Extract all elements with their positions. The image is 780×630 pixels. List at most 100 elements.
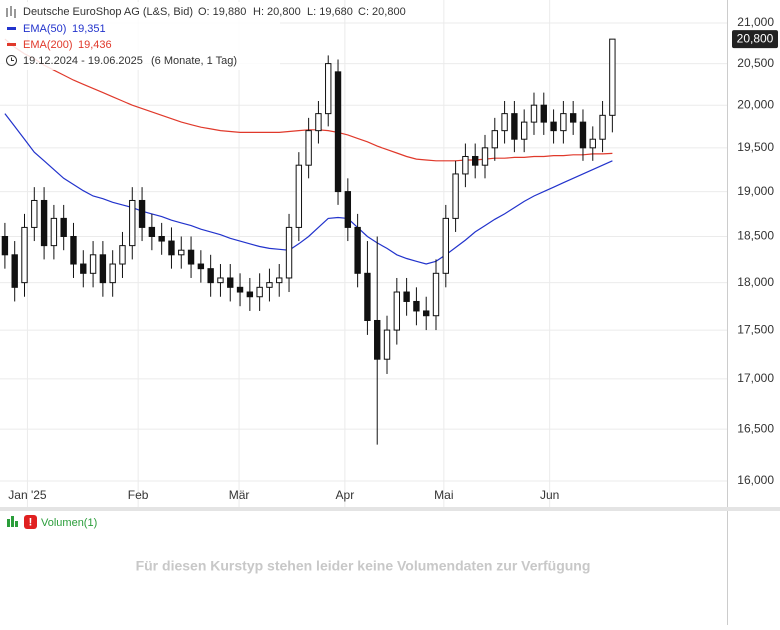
- candle-body: [560, 113, 567, 132]
- candle-body: [403, 291, 410, 302]
- legend: Deutsche EuroShop AG (L&S, Bid) O: 19,88…: [0, 2, 406, 70]
- x-tick-label: Mai: [434, 488, 453, 502]
- candle-body: [305, 130, 312, 166]
- y-tick-label: 17,500: [737, 322, 774, 336]
- clock-icon: [6, 55, 17, 66]
- candle-body: [285, 226, 293, 279]
- ohlc-label: C: 20,800: [358, 6, 406, 18]
- clock-hand: [11, 57, 14, 61]
- candle-body: [325, 63, 332, 115]
- candle-body: [60, 217, 67, 237]
- y-tick-label: 19,500: [737, 140, 774, 154]
- candle-body: [579, 121, 587, 149]
- candle-body: [187, 249, 195, 265]
- candle-body: [550, 121, 557, 132]
- candle-body: [227, 277, 234, 288]
- x-tick-label: Mär: [229, 488, 250, 502]
- warning-mark: !: [29, 516, 33, 528]
- candle-body: [207, 268, 214, 284]
- y-tick-label: 20,000: [737, 97, 774, 111]
- volume-panel: ! Volumen(1) Für diesen Kurstyp stehen l…: [7, 515, 590, 574]
- candle-body: [21, 226, 28, 284]
- legend-swatch: [7, 27, 16, 30]
- candle-body: [344, 191, 352, 228]
- candle-body: [609, 38, 616, 116]
- instrument: Deutsche EuroShop AG (L&S, Bid): [23, 6, 193, 18]
- ohlc-label: H: 20,800: [253, 6, 301, 18]
- candle-body: [599, 114, 606, 140]
- legend-value: 19,351: [72, 23, 106, 35]
- volume-icon: [7, 519, 10, 527]
- candles: [1, 38, 616, 445]
- x-tick-label: Feb: [128, 488, 149, 502]
- panel-separator: [0, 507, 780, 511]
- candle-body: [70, 235, 77, 265]
- candle-body: [197, 263, 205, 270]
- warning-icon[interactable]: [24, 515, 37, 529]
- candle-body: [472, 155, 479, 166]
- candle-body: [452, 173, 459, 219]
- candle-body: [589, 138, 596, 149]
- y-tick-label: 16,000: [737, 473, 774, 487]
- y-tick-label: 21,000: [737, 15, 774, 29]
- ohlc-label: O: 19,880: [198, 6, 246, 18]
- y-tick-label: 18,500: [737, 229, 774, 243]
- legend-value: 19,436: [78, 39, 112, 51]
- candle-body: [246, 291, 254, 298]
- candle-body: [540, 104, 547, 123]
- x-tick-label: Apr: [336, 488, 355, 502]
- candle-body: [266, 282, 273, 288]
- candle-body: [31, 199, 38, 228]
- legend-entry: EMA(50): [23, 23, 66, 35]
- candle-body: [217, 277, 224, 284]
- candle-body: [158, 235, 165, 242]
- candle-body: [354, 226, 361, 274]
- volume-title: Volumen(1): [41, 517, 97, 529]
- candle-body: [256, 286, 263, 298]
- legend-swatch: [7, 43, 16, 46]
- legend-bg: [0, 2, 280, 70]
- candle-body: [129, 199, 136, 247]
- candle-body: [383, 329, 391, 360]
- x-tick-label: Jan '25: [8, 488, 47, 502]
- ohlc-label: L: 19,680: [307, 6, 353, 18]
- candle-body: [109, 263, 116, 284]
- candle-body: [236, 286, 244, 293]
- volume-icon: [15, 521, 18, 527]
- candle-body: [295, 164, 303, 228]
- candle-body: [178, 249, 185, 256]
- candle-body: [569, 113, 577, 123]
- last-price-tag: [732, 30, 778, 49]
- candle-body: [334, 71, 342, 193]
- candle-body: [99, 254, 107, 284]
- candle-body: [511, 113, 518, 140]
- axes: 16,000 16,500 17,000 17,500 18,000 18,500 19,0…: [8, 15, 778, 502]
- y-tick-label: 20,500: [737, 56, 774, 70]
- y-tick-label: 19,000: [737, 184, 774, 198]
- volume-message: Für diesen Kurstyp stehen leider keine V…: [136, 558, 591, 574]
- candle-body: [432, 272, 440, 317]
- period: 19.12.2024 - 19.06.2025: [23, 55, 143, 67]
- candle-body: [148, 226, 156, 237]
- y-tick-label: 16,500: [737, 421, 774, 435]
- candle-body: [442, 217, 449, 274]
- candle-body: [423, 310, 430, 317]
- candle-body: [501, 113, 508, 132]
- candle-icon: [6, 6, 16, 18]
- candle-body: [80, 263, 87, 274]
- candle-body: [315, 113, 322, 132]
- candle-body: [413, 300, 420, 312]
- candle-body: [1, 235, 9, 256]
- candle-body: [491, 130, 498, 149]
- x-tick-label: Jun: [540, 488, 559, 502]
- candle-body: [11, 254, 18, 288]
- last-price-label: 20,800: [737, 31, 774, 45]
- period-note: (6 Monate, 1 Tag): [151, 55, 237, 67]
- y-tick-label: 17,000: [737, 371, 774, 385]
- candle-body: [50, 217, 58, 247]
- candle-body: [393, 291, 401, 331]
- volume-icon: [11, 516, 14, 527]
- candle-body: [168, 240, 175, 256]
- y-tick-label: 18,000: [737, 275, 774, 289]
